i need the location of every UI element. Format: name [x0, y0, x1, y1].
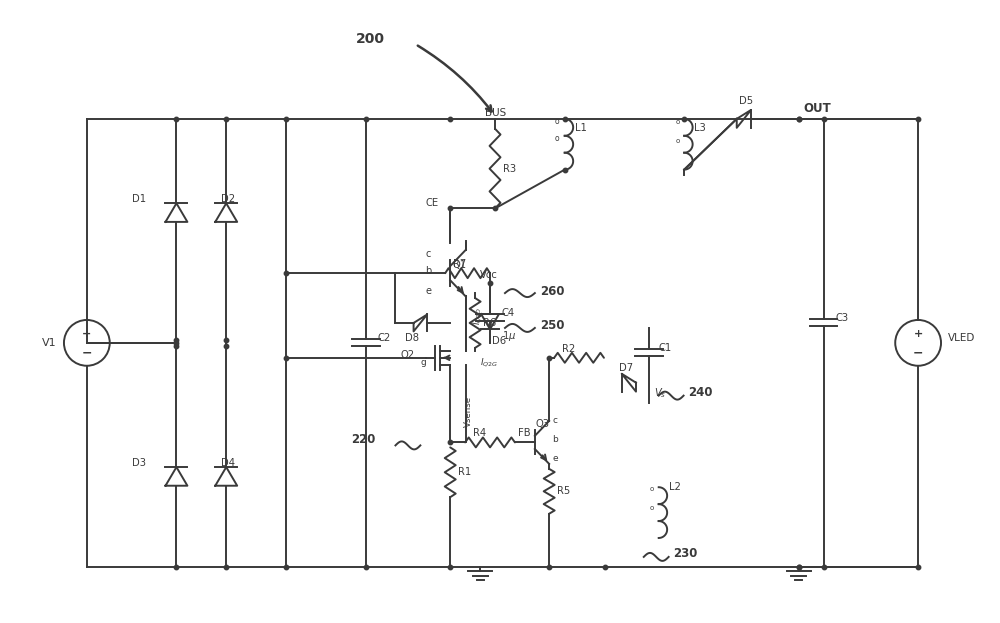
Text: L3: L3	[694, 123, 706, 133]
Text: $I_{Q2G}$: $I_{Q2G}$	[480, 356, 498, 369]
Text: +: +	[82, 329, 91, 339]
Text: c: c	[552, 416, 557, 426]
Text: −: −	[913, 346, 923, 359]
Text: C1: C1	[659, 343, 672, 353]
Text: R5: R5	[557, 487, 570, 497]
Text: Q3: Q3	[536, 419, 550, 429]
Text: D2: D2	[221, 194, 235, 204]
Text: b: b	[552, 435, 558, 444]
Text: BUS: BUS	[485, 108, 506, 118]
Text: OUT: OUT	[804, 102, 831, 115]
Text: 220: 220	[351, 433, 375, 446]
Text: R4: R4	[473, 429, 486, 439]
Text: +: +	[914, 329, 923, 339]
Text: b: b	[425, 266, 432, 276]
Text: g: g	[420, 358, 426, 368]
Text: L1: L1	[575, 123, 587, 133]
Text: D8: D8	[405, 333, 419, 343]
Text: CE: CE	[425, 199, 438, 209]
Text: C3: C3	[835, 313, 849, 323]
Text: C2: C2	[378, 333, 391, 343]
Text: Vsense: Vsense	[464, 396, 473, 427]
Text: e: e	[552, 454, 558, 464]
Text: D1: D1	[132, 194, 146, 204]
Text: VLED: VLED	[948, 333, 975, 343]
Text: o: o	[650, 486, 654, 492]
Text: 240: 240	[689, 386, 713, 399]
Text: o: o	[650, 505, 654, 511]
Text: 200: 200	[356, 32, 385, 46]
Text: 230: 230	[674, 548, 698, 561]
Text: $I_{Q2D}$: $I_{Q2D}$	[472, 307, 484, 325]
Text: o: o	[555, 117, 559, 126]
Text: FB: FB	[518, 429, 531, 439]
Text: Vcc: Vcc	[480, 270, 498, 280]
Text: o: o	[675, 138, 679, 144]
Text: D4: D4	[221, 458, 235, 468]
Text: R2: R2	[562, 344, 575, 354]
Text: R6: R6	[483, 318, 496, 328]
Text: V1: V1	[42, 338, 57, 348]
Text: L2: L2	[669, 482, 681, 492]
Text: D7: D7	[619, 363, 633, 373]
Text: D3: D3	[132, 458, 146, 468]
Text: o: o	[555, 135, 559, 143]
Text: R3: R3	[503, 164, 516, 174]
Text: 250: 250	[540, 320, 564, 333]
Text: Q1: Q1	[452, 260, 466, 270]
Text: D5: D5	[739, 96, 753, 106]
Text: R1: R1	[458, 467, 471, 477]
Text: $1\mu$: $1\mu$	[502, 329, 516, 343]
Text: o: o	[675, 119, 679, 125]
Text: e: e	[425, 287, 431, 297]
Text: C4: C4	[502, 308, 515, 318]
Text: −: −	[82, 346, 92, 359]
Text: 260: 260	[540, 285, 564, 298]
Text: Q2: Q2	[400, 350, 415, 360]
Text: D6: D6	[492, 336, 506, 346]
Text: $V_s$: $V_s$	[654, 386, 666, 399]
Text: R7: R7	[453, 259, 466, 269]
Text: c: c	[425, 249, 431, 259]
